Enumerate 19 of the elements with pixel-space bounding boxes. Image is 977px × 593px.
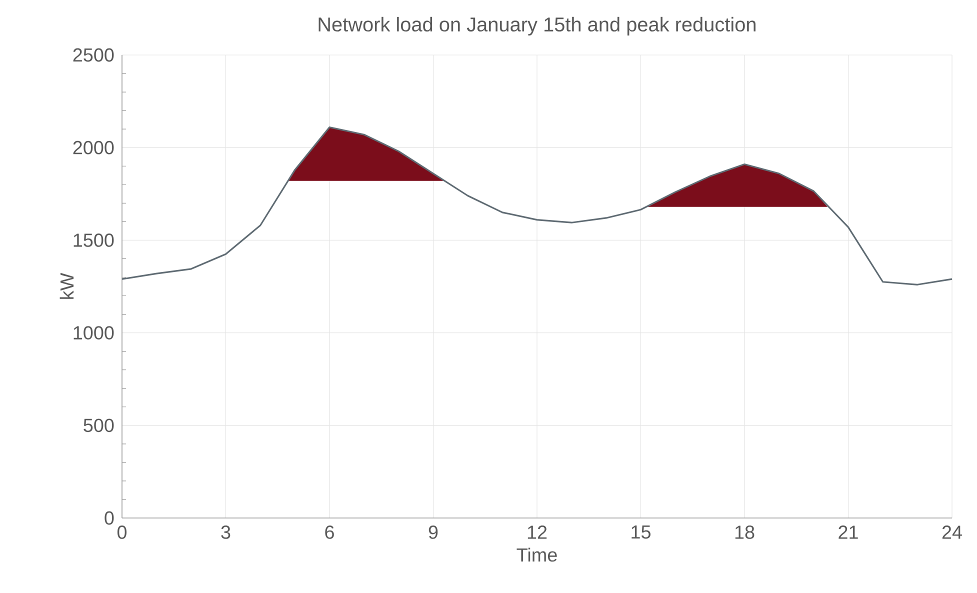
y-tick-label: 1500 xyxy=(74,233,114,247)
y-tick-label: 500 xyxy=(84,418,114,432)
x-tick-label: 15 xyxy=(632,526,650,539)
y-tick-label: 2500 xyxy=(73,48,114,62)
x-tick-label: 6 xyxy=(325,526,334,539)
x-tick-label: 0 xyxy=(117,526,127,539)
x-tick-label: 9 xyxy=(428,526,438,539)
x-tick-label: 21 xyxy=(838,526,858,539)
x-tick-label: 3 xyxy=(221,526,230,539)
y-tick-label: 2000 xyxy=(73,140,114,154)
x-tick-label: 12 xyxy=(528,526,547,539)
x-tick-label: 18 xyxy=(735,526,754,539)
x-tick-label: 24 xyxy=(942,526,962,539)
y-tick-label: 0 xyxy=(104,511,114,525)
chart-title: Network load on January 15th and peak reduction xyxy=(318,16,756,36)
x-axis-title: Time xyxy=(516,548,557,562)
y-tick-label: 1000 xyxy=(74,326,114,340)
y-axis-title: kW xyxy=(60,272,74,299)
line-series xyxy=(121,126,953,286)
